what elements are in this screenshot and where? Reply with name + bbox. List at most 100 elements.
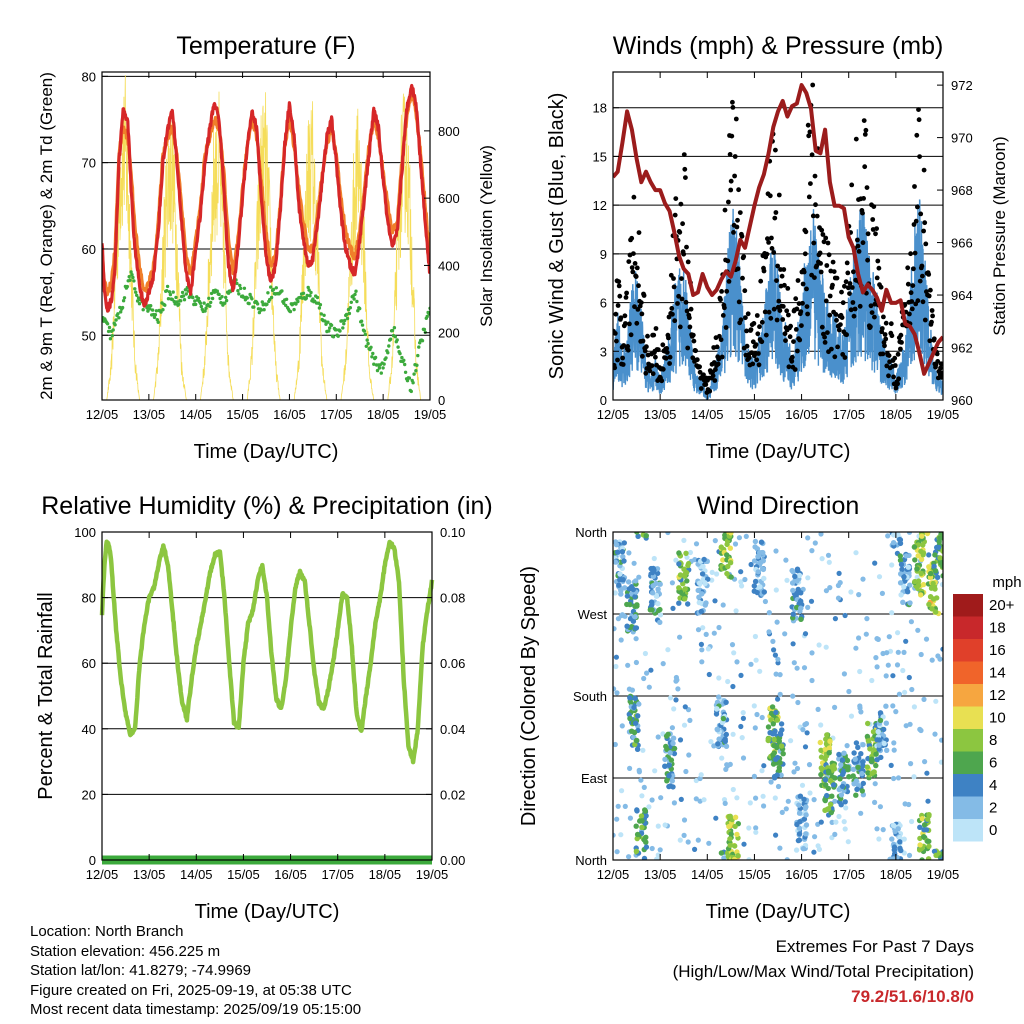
direction-point: [733, 608, 739, 614]
dewpoint-point: [177, 302, 181, 306]
direction-point: [869, 770, 875, 776]
dewpoint-point: [349, 300, 353, 304]
direction-point: [722, 736, 728, 742]
direction-point: [796, 572, 803, 579]
gust-point: [613, 331, 618, 336]
dewpoint-point: [107, 325, 112, 330]
gust-point: [819, 324, 825, 330]
direction-point: [848, 589, 854, 595]
y-axis-left: North East South West North: [573, 525, 607, 868]
gust-point: [766, 309, 772, 315]
direction-point: [890, 822, 897, 829]
direction-point: [795, 589, 801, 595]
direction-point: [770, 752, 776, 758]
gust-point: [634, 265, 640, 271]
direction-point: [684, 578, 690, 584]
extremes-values: 79.2/51.6/10.8/0: [851, 987, 974, 1006]
gust-point: [756, 362, 762, 368]
gust-point: [788, 323, 793, 329]
dewpoint-point: [416, 353, 420, 358]
gust-point: [856, 249, 862, 254]
gust-point: [679, 296, 685, 302]
dewpoint-point: [425, 314, 429, 319]
direction-point: [842, 612, 848, 619]
direction-point: [716, 675, 722, 681]
direction-point: [663, 743, 669, 750]
direction-point: [725, 563, 731, 570]
dewpoint-point: [420, 339, 425, 343]
direction-point: [921, 696, 927, 703]
direction-point: [818, 771, 824, 778]
direction-point: [761, 763, 767, 769]
direction-point: [918, 651, 924, 658]
dewpoint-point: [202, 301, 206, 305]
plot-area: [102, 75, 430, 400]
gust-point: [899, 340, 904, 345]
direction-point: [753, 657, 759, 663]
gust-point: [829, 346, 834, 352]
direction-point: [859, 788, 865, 794]
gust-point: [780, 304, 786, 309]
y-axis-right: 960 962 964 966 968 970 972: [937, 78, 973, 408]
y-tick-label: 70: [82, 156, 96, 171]
direction-point: [903, 723, 909, 729]
dewpoint-point: [409, 389, 413, 394]
direction-point: [655, 600, 661, 607]
direction-point: [914, 566, 920, 572]
direction-point: [823, 588, 830, 594]
direction-point: [701, 556, 707, 563]
gust-point: [938, 365, 943, 371]
dewpoint-point: [132, 279, 136, 283]
dewpoint-point: [284, 297, 289, 301]
gust-point: [715, 361, 721, 367]
direction-point: [853, 645, 859, 651]
direction-point: [860, 759, 866, 765]
gust-point: [754, 313, 760, 318]
station-elevation: Station elevation: 456.225 m: [30, 942, 221, 960]
legend-label: 14: [989, 665, 1006, 682]
gust-point: [833, 312, 839, 317]
direction-point: [731, 856, 738, 860]
gust-point: [693, 348, 698, 354]
gust-point: [872, 314, 877, 320]
gust-point: [666, 335, 671, 341]
gust-point: [672, 212, 678, 218]
dewpoint-point: [193, 299, 197, 303]
gust-point: [633, 274, 639, 279]
direction-point: [872, 799, 878, 806]
direction-point: [687, 717, 693, 724]
direction-point: [881, 740, 887, 747]
direction-point: [812, 540, 818, 546]
gust-point: [883, 336, 889, 342]
dewpoint-point: [242, 286, 247, 290]
direction-point: [823, 644, 829, 650]
direction-point: [665, 647, 671, 653]
direction-point: [873, 751, 879, 757]
y-tick-label-right: 0.08: [440, 591, 465, 606]
dewpoint-point: [241, 295, 246, 299]
direction-point: [803, 822, 810, 828]
direction-point: [917, 842, 923, 848]
gust-point: [660, 342, 666, 348]
x-axis-label: Time (Day/UTC): [194, 441, 339, 463]
direction-point: [696, 580, 703, 586]
dewpoint-point: [148, 307, 152, 311]
direction-point: [937, 656, 943, 662]
direction-point: [641, 855, 648, 860]
dewpoint-point: [344, 312, 349, 317]
direction-point: [639, 793, 645, 799]
gust-point: [835, 344, 840, 350]
direction-point: [676, 561, 682, 567]
direction-point: [758, 539, 765, 545]
gust-point: [888, 321, 894, 327]
gust-point: [615, 303, 621, 308]
direction-point: [825, 768, 832, 774]
direction-point: [830, 782, 837, 788]
direction-point: [703, 631, 709, 638]
dewpoint-point: [116, 312, 120, 316]
x-tick-label: 17/05: [832, 867, 865, 882]
dewpoint-point: [274, 286, 278, 290]
gust-point: [842, 283, 847, 289]
gust-point: [917, 154, 922, 160]
direction-point: [681, 722, 688, 728]
